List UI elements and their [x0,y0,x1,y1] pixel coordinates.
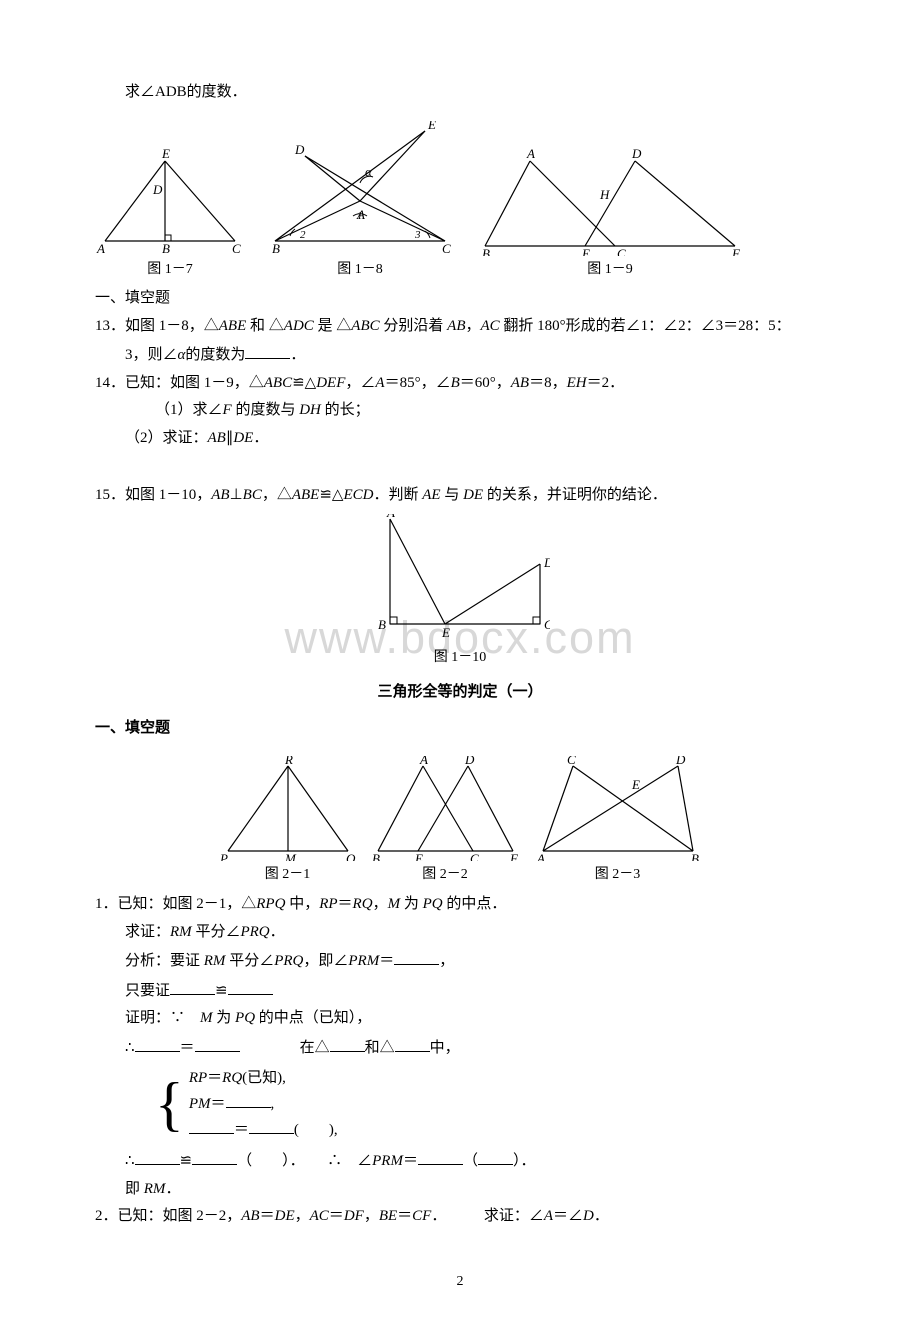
fig-2-2-svg: A D B E C F [368,756,523,861]
figure-2-2: A D B E C F 图 2－2 [368,756,523,887]
svg-text:D: D [294,142,305,157]
fig-1-8-svg: ABCDEα123 [265,121,455,256]
question-2: 2．已知：如图 2－2，AB＝DE，AC＝DF，BE＝CF． 求证：∠A＝∠D． [95,1204,825,1230]
svg-text:A: A [526,146,535,161]
spacer [95,453,825,483]
section-2-heading: 一、填空题 [95,716,825,742]
svg-text:C: C [617,246,626,256]
section-title: 三角形全等的判定（一） [95,680,825,706]
q1-line1: 1．已知：如图 2－1，△RPQ 中，RP＝RQ，M 为 PQ 的中点． [95,892,825,918]
svg-text:A: A [386,514,395,520]
svg-text:2: 2 [300,229,306,241]
brace-line-1: RP＝RQ(已知), [189,1066,338,1090]
figure-1-9: A B C D E F H 图 1－9 [475,146,745,282]
svg-text:C: C [470,851,479,861]
q1-line3: 分析：要证 RM 平分∠PRQ，即∠PRM＝， [95,947,825,975]
figures-row-1: ABCDE 图 1－7 ABCDEα123 图 1－8 ABCDEFH 图 1－… [95,121,825,282]
svg-text:Q: Q [346,851,356,861]
left-brace-icon: { [155,1074,184,1134]
svg-text:H: H [599,187,610,202]
svg-text:R: R [284,756,293,767]
brace-line-3: ＝( ), [189,1116,338,1142]
question-14: 14．已知：如图 1－9，△ABC≌△DEF，∠A＝85°，∠B＝60°，AB＝… [95,371,825,397]
caption-1-7: 图 1－7 [95,258,245,282]
svg-text:E: E [414,851,423,861]
svg-text:A: A [536,851,545,861]
caption-2-2: 图 2－2 [368,863,523,887]
fig-1-9-svg: A B C D E F H [475,146,745,256]
svg-text:B: B [272,241,280,256]
svg-text:M: M [284,851,297,861]
figure-1-10-wrap: A B C D E 图 1－10 [95,514,825,671]
svg-text:B: B [372,851,380,861]
svg-text:B: B [691,851,699,861]
svg-text:E: E [427,121,436,132]
q1-line2: 求证：RM 平分∠PRQ． [95,920,825,946]
svg-text:B: B [378,617,386,632]
svg-text:1: 1 [357,210,363,222]
figure-1-8: ABCDEα123 图 1－8 [265,121,455,282]
fig-2-3-svg: A B C D E [533,756,703,861]
svg-text:D: D [464,756,475,767]
figure-2-3: A B C D E 图 2－3 [533,756,703,887]
svg-text:B: B [482,246,490,256]
svg-text:E: E [441,625,450,640]
svg-text:3: 3 [414,229,421,241]
svg-text:F: F [731,246,741,256]
question-13: 13．如图 1－8，△ABE 和 △ADC 是 △ABC 分别沿着 AB，AC … [95,314,825,340]
svg-text:C: C [442,241,451,256]
q1-line7: ∴≌（ ）． ∴ ∠PRM＝（）． [95,1147,825,1175]
figure-2-1: P M Q R 图 2－1 [218,756,358,887]
svg-text:C: C [544,617,550,632]
figure-1-7: A B C D E 图 1－7 [95,136,245,282]
caption-1-9: 图 1－9 [475,258,745,282]
svg-text:C: C [567,756,576,767]
q14-part2: （2）求证：AB∥DE． [95,426,825,452]
svg-text:P: P [219,851,228,861]
brace-block: { RP＝RQ(已知), PM＝, ＝( ), [95,1066,825,1142]
svg-text:E: E [631,777,640,792]
q13-cont: 3，则∠α的度数为． [95,341,825,369]
figures-row-2: P M Q R 图 2－1 A D B E C F 图 2－2 A B C D E 图 2－3 [95,756,825,887]
q1-line8: 即 RM． [95,1177,825,1203]
svg-text:D: D [152,182,163,197]
fig-1-7-svg: A B C D E [95,136,245,256]
caption-2-1: 图 2－1 [218,863,358,887]
section-1-heading: 一、填空题 [95,286,825,312]
page-number: 2 [95,1270,825,1294]
svg-text:A: A [419,756,428,767]
brace-line-2: PM＝, [189,1090,338,1116]
top-line: 求∠ADB的度数． [95,80,825,106]
svg-text:D: D [675,756,686,767]
svg-text:E: E [581,246,590,256]
q14-part1: （1）求∠F 的度数与 DH 的长； [95,398,825,424]
caption-1-8: 图 1－8 [265,258,455,282]
fig-1-10-svg: A B C D E [370,514,550,644]
svg-text:A: A [96,241,105,256]
q1-line5: 证明：∵ M 为 PQ 的中点（已知）， [95,1006,825,1032]
fig-2-1-svg: P M Q R [218,756,358,861]
q1-line4: 只要证≌ [95,977,825,1005]
q13-text: 13．如图 1－8，△ABE 和 △ADC 是 △ABC 分别沿着 AB，AC … [95,318,791,334]
svg-text:E: E [161,146,170,161]
svg-text:D: D [631,146,642,161]
caption-1-10: 图 1－10 [370,646,550,670]
svg-text:C: C [232,241,241,256]
q1-line6: ∴＝ 在△和△中， [95,1034,825,1062]
question-15: 15．如图 1－10，AB⊥BC，△ABE≌△ECD．判断 AE 与 DE 的关… [95,483,825,509]
svg-text:D: D [543,555,550,570]
svg-text:B: B [162,241,170,256]
caption-2-3: 图 2－3 [533,863,703,887]
svg-text:F: F [509,851,519,861]
